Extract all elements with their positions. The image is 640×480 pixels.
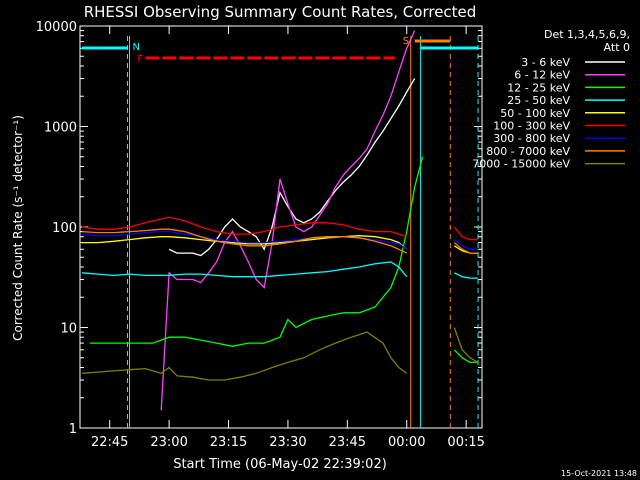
legend-label: 50 - 100 keV	[500, 107, 570, 120]
x-axis-label: Start Time (06-May-02 22:39:02)	[173, 457, 387, 472]
y-tick-label: 100	[52, 221, 77, 236]
series-line	[453, 349, 478, 364]
footer-date: 15-Oct-2021 13:48	[561, 469, 637, 478]
x-tick-label: 00:15	[447, 435, 484, 450]
series-line	[453, 242, 478, 254]
event-lines	[127, 36, 479, 428]
series-line	[453, 327, 479, 363]
x-tick-label: 23:45	[329, 435, 366, 450]
y-tick-label: 10000	[36, 20, 77, 35]
legend-label: 800 - 7000 keV	[486, 145, 570, 158]
legend-label: 6 - 12 keV	[514, 69, 570, 82]
series-line	[89, 156, 424, 347]
series-line	[81, 261, 408, 278]
chart-title: RHESSI Observing Summary Count Rates, Co…	[84, 3, 477, 21]
x-tick-label: 23:15	[210, 435, 247, 450]
series-group	[81, 30, 479, 411]
series-line	[453, 239, 478, 250]
y-tick-label: 10	[60, 322, 77, 337]
legend-label: 3 - 6 keV	[521, 56, 570, 69]
legend-label: 25 - 50 keV	[507, 94, 570, 107]
series-line	[82, 235, 408, 250]
series-line	[454, 272, 478, 279]
legend-label: 100 - 300 keV	[493, 120, 570, 133]
y-tick-label: 1	[69, 422, 77, 437]
series-line	[160, 30, 416, 411]
series-line	[81, 228, 407, 254]
event-marker-label: F	[137, 54, 143, 65]
axes: 1 10 100 1000 10000 22:45 23:00 23:15 23:30 23:45…	[36, 20, 485, 450]
event-markers: NF S	[81, 36, 479, 65]
legend-label: 300 - 800 keV	[493, 132, 570, 145]
x-tick-label: 00:00	[388, 435, 425, 450]
x-tick-label: 22:45	[91, 435, 128, 450]
legend-label: 7000 - 15000 keV	[472, 158, 570, 171]
x-tick-label: 23:00	[150, 435, 187, 450]
series-line	[168, 78, 416, 257]
series-line	[81, 216, 407, 238]
legend-header-line-2: Att 0	[604, 41, 630, 54]
x-tick-label: 23:30	[269, 435, 306, 450]
series-line	[81, 331, 408, 381]
y-axis-label: Corrected Count Rate (s⁻¹ detector⁻¹)	[11, 115, 25, 341]
legend-header-line-1: Det 1,3,4,5,6,9,	[544, 28, 630, 41]
y-tick-label: 1000	[44, 121, 77, 136]
event-marker-label: S	[403, 36, 409, 47]
series-line	[453, 226, 478, 241]
event-marker-label: N	[133, 42, 140, 53]
legend-label: 12 - 25 keV	[507, 81, 570, 94]
